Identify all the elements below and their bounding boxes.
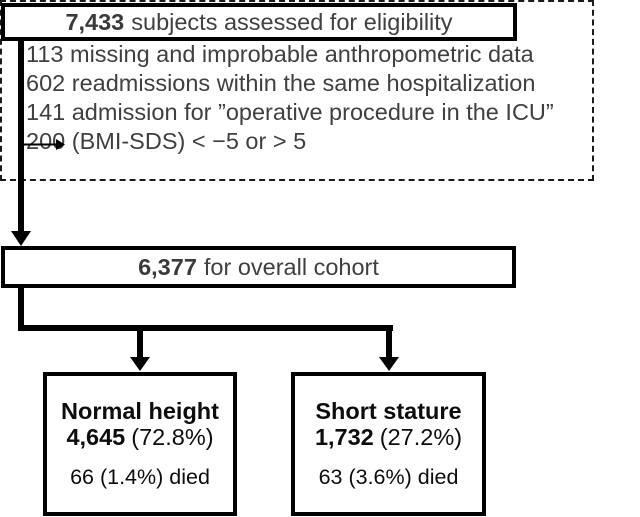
short-stature-title: Short stature (315, 398, 462, 424)
line-branch-horizontal (18, 325, 393, 331)
arrowhead-into-short-stature-icon (379, 357, 399, 371)
normal-height-box: Normal height 4,645 (72.8%) 66 (1.4%) die… (43, 372, 237, 516)
line-overall-down (18, 288, 24, 331)
short-stature-died: 63 (3.6%) died (318, 465, 459, 489)
overall-label: for overall cohort (203, 253, 379, 280)
excluded-item-bmi-sds: 200 (BMI-SDS) < −5 or > 5 (26, 128, 307, 154)
normal-height-count: 4,645 (66, 424, 126, 450)
excluded-item-anthropometric: 113 missing and improbable anthropometri… (26, 41, 534, 67)
arrowhead-into-excluded-icon (56, 139, 65, 150)
normal-height-percent: (72.8%) (131, 424, 214, 450)
arrowhead-into-overall-icon (11, 231, 31, 246)
excluded-item-operative: 141 admission for ”operative procedure i… (26, 99, 554, 125)
normal-height-count-line: 4,645 (72.8%) (47, 424, 233, 450)
arrowhead-into-normal-height-icon (130, 357, 150, 371)
short-stature-count: 1,732 (314, 424, 374, 450)
normal-height-title: Normal height (61, 398, 219, 424)
normal-height-died: 66 (1.4%) died (70, 465, 210, 489)
short-stature-percent: (27.2%) (379, 424, 463, 450)
line-to-short-stature (386, 325, 392, 358)
line-eligibility-to-overall (18, 40, 24, 232)
excluded-item-readmissions: 602 readmissions within the same hospita… (26, 70, 536, 96)
overall-count: 6,377 (138, 253, 197, 280)
overall-cohort-box: 6,377 for overall cohort (1, 246, 516, 288)
short-stature-box: Short stature 1,732 (27.2%) 63 (3.6%) die… (291, 372, 486, 516)
line-to-normal-height (137, 325, 143, 358)
eligibility-count: 7,433 (65, 8, 125, 35)
eligibility-label: subjects assessed for eligibility (131, 8, 453, 35)
eligibility-box: 7,433 subjects assessed for eligibility (1, 3, 517, 41)
line-to-excluded (24, 143, 56, 146)
short-stature-count-line: 1,732 (27.2%) (295, 424, 482, 450)
